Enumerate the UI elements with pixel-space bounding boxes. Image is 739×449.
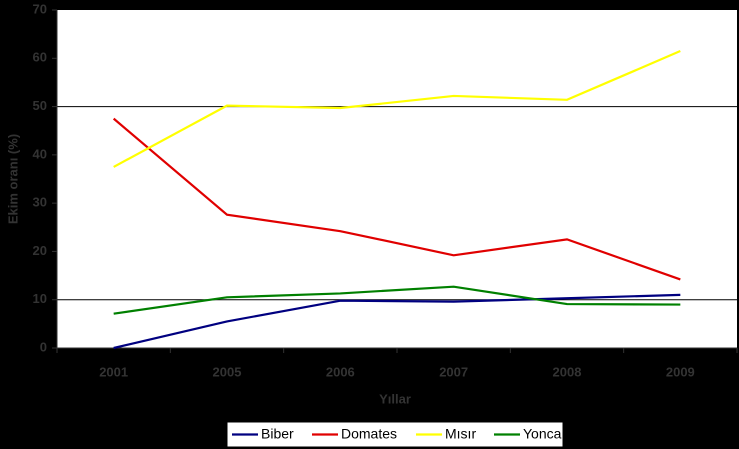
y-tick-label: 70 (33, 1, 47, 16)
legend-items: Biber Domates Mısır Yonca (232, 426, 562, 442)
line-series (113, 293, 681, 350)
x-axis-title: Yıllar (379, 391, 411, 406)
x-tick-label: 2008 (553, 364, 582, 379)
legend-label: Biber (261, 426, 294, 442)
y-tick-label: 10 (33, 291, 47, 306)
y-tick-label: 0 (40, 339, 47, 354)
y-tick-label: 40 (33, 146, 47, 161)
x-tick-label: 2001 (99, 364, 128, 379)
line-series (113, 50, 681, 168)
y-tick-label: 20 (33, 243, 47, 258)
x-tick-label: 2006 (326, 364, 355, 379)
line-series (113, 285, 681, 315)
legend-label: Yonca (523, 426, 562, 442)
y-tick-label: 60 (33, 50, 47, 65)
x-tick-label: 2009 (666, 364, 695, 379)
y-tick-label: 30 (33, 195, 47, 210)
y-tick-label: 50 (33, 98, 47, 113)
x-tick-label: 2007 (439, 364, 468, 379)
x-tick-label: 2005 (213, 364, 242, 379)
legend-label: Mısır (445, 426, 476, 442)
legend-label: Domates (341, 426, 397, 442)
plot-area (57, 10, 737, 348)
y-axis-title: Ekim oranı (%) (5, 134, 20, 224)
line-series (112, 117, 681, 281)
